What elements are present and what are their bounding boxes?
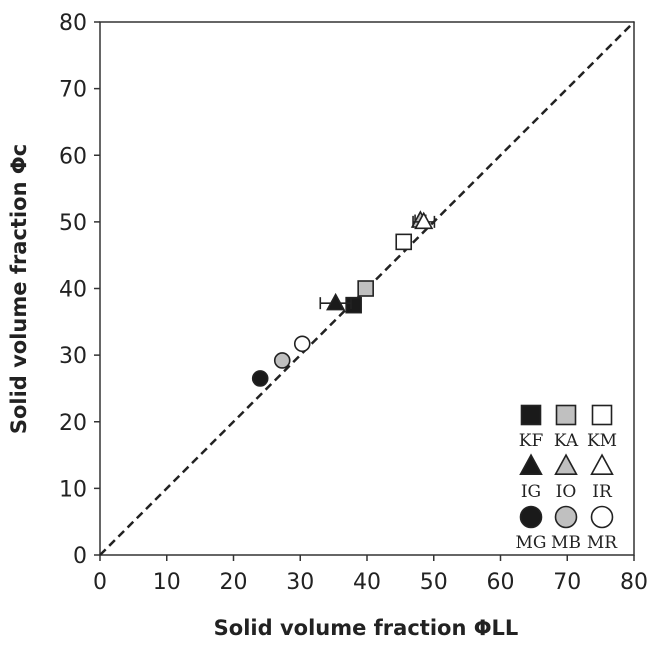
legend-marker-kf	[520, 404, 542, 426]
legend: KF KA KM IG IO IR MG MB MR	[516, 404, 618, 553]
y-tick-label: 70	[59, 78, 87, 103]
y-tick-label: 0	[73, 544, 87, 569]
y-tick-label: 80	[59, 11, 87, 36]
x-tick-label: 60	[487, 570, 515, 595]
point-mg	[251, 370, 269, 387]
x-tick-label: 40	[353, 570, 381, 595]
legend-marker-mg	[519, 505, 543, 529]
data-points	[251, 210, 436, 387]
x-tick-label: 80	[620, 570, 648, 595]
legend-marker-ig	[519, 453, 543, 475]
axes: 0 10 20 30 40 50 60 70 80 0 10 20 30 40 50 60 70 80	[59, 11, 648, 595]
legend-label-kf: KF	[519, 431, 544, 451]
y-tick-label: 40	[59, 278, 87, 303]
point-km	[395, 233, 413, 251]
y-tick-label: 10	[59, 477, 87, 502]
legend-label-km: KM	[587, 431, 617, 451]
point-ig	[326, 292, 346, 311]
x-tick-label: 30	[286, 570, 314, 595]
x-tick-label: 20	[220, 570, 248, 595]
legend-label-io: IO	[556, 482, 577, 502]
legend-label-ir: IR	[592, 482, 613, 502]
x-tick-label: 10	[153, 570, 181, 595]
legend-marker-km	[591, 404, 613, 426]
legend-marker-mr	[590, 505, 614, 529]
point-ka	[357, 280, 374, 297]
y-axis-title: Solid volume fraction Φc	[7, 144, 31, 434]
legend-label-mr: MR	[587, 533, 618, 553]
x-tick-label: 50	[420, 570, 448, 595]
legend-label-mg: MG	[516, 533, 547, 553]
legend-marker-mb	[554, 505, 578, 529]
legend-marker-ir	[590, 453, 614, 475]
legend-label-mb: MB	[551, 533, 581, 553]
legend-marker-ka	[555, 404, 577, 426]
x-tick-label: 0	[93, 570, 107, 595]
y-tick-label: 50	[59, 211, 87, 236]
y-tick-label: 20	[59, 411, 87, 436]
legend-marker-io	[554, 453, 578, 475]
y-tick-label: 60	[59, 144, 87, 169]
x-axis-title: Solid volume fraction ΦLL	[214, 616, 519, 640]
legend-label-ig: IG	[521, 482, 541, 502]
legend-label-ka: KA	[554, 431, 579, 451]
point-ir	[414, 211, 434, 230]
y-tick-label: 30	[59, 344, 87, 369]
point-mb	[273, 352, 291, 369]
point-mr	[293, 335, 311, 353]
point-kf	[345, 296, 362, 314]
x-tick-label: 70	[553, 570, 581, 595]
